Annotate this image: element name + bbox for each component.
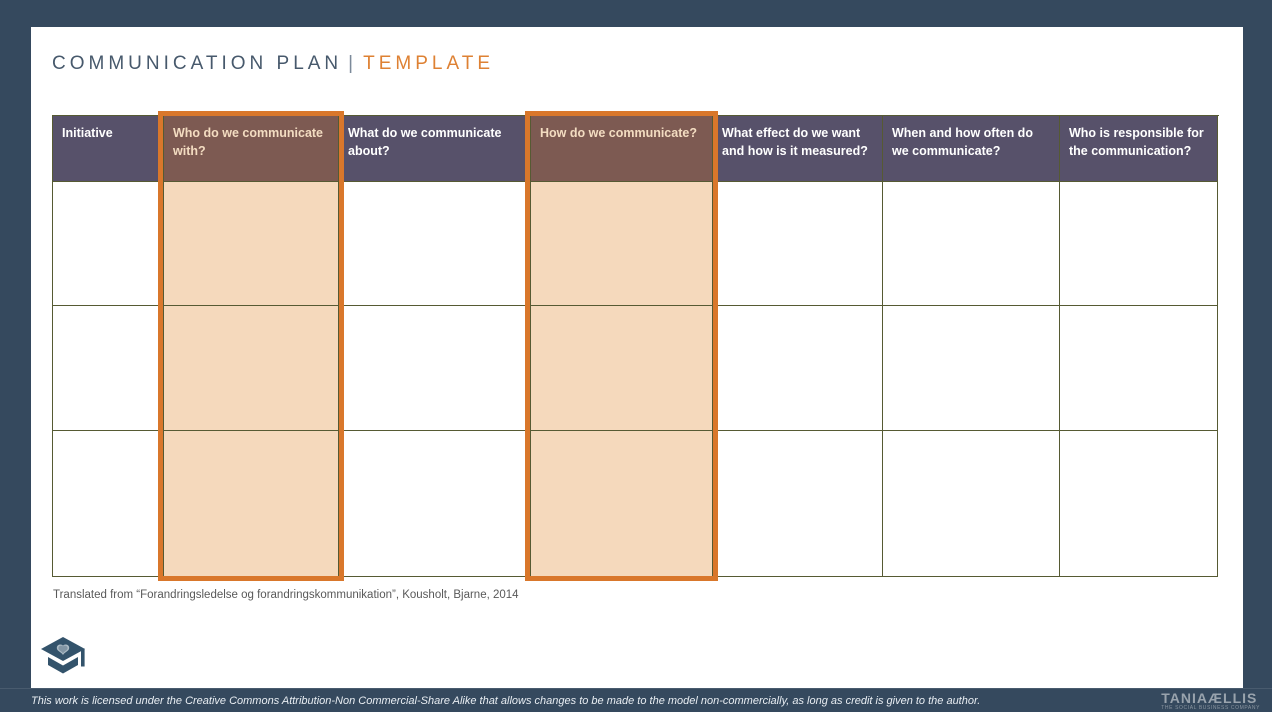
cell-r1-when[interactable] bbox=[883, 182, 1060, 306]
graduation-cap-heart-icon bbox=[41, 637, 85, 674]
communication-plan-table: Initiative Who do we communicate with? W… bbox=[52, 111, 1219, 581]
cell-r2-when[interactable] bbox=[883, 306, 1060, 431]
table-grid: Initiative Who do we communicate with? W… bbox=[52, 115, 1219, 577]
page-title: COMMUNICATION PLAN | TEMPLATE bbox=[52, 53, 494, 75]
cell-r2-responsible[interactable] bbox=[1060, 306, 1218, 431]
brand-name: TANIAÆLLIS bbox=[1161, 689, 1258, 706]
cell-r3-initiative[interactable] bbox=[53, 431, 164, 577]
page-title-accent: TEMPLATE bbox=[363, 53, 494, 74]
brand-logo: TANIAÆLLIS THE SOCIAL BUSINESS COMPANY bbox=[1161, 691, 1264, 711]
header-what-communicate-about: What do we communicate about? bbox=[339, 116, 531, 182]
license-text: This work is licensed under the Creative… bbox=[31, 694, 981, 707]
cell-r3-when[interactable] bbox=[883, 431, 1060, 577]
cell-r1-who[interactable] bbox=[164, 182, 339, 306]
brand-tagline: THE SOCIAL BUSINESS COMPANY bbox=[1161, 704, 1260, 711]
cell-r2-how[interactable] bbox=[531, 306, 713, 431]
cell-r1-what[interactable] bbox=[339, 182, 531, 306]
cell-r2-initiative[interactable] bbox=[53, 306, 164, 431]
cell-r1-initiative[interactable] bbox=[53, 182, 164, 306]
cell-r3-what[interactable] bbox=[339, 431, 531, 577]
header-how-communicate: How do we communicate? bbox=[531, 116, 713, 182]
header-who-communicate-with: Who do we communicate with? bbox=[164, 116, 339, 182]
cell-r3-how[interactable] bbox=[531, 431, 713, 577]
cell-r3-effect[interactable] bbox=[713, 431, 883, 577]
page-title-separator: | bbox=[348, 53, 358, 74]
license-footer-bar: This work is licensed under the Creative… bbox=[0, 688, 1272, 712]
cell-r1-responsible[interactable] bbox=[1060, 182, 1218, 306]
cell-r1-how[interactable] bbox=[531, 182, 713, 306]
cell-r3-responsible[interactable] bbox=[1060, 431, 1218, 577]
cell-r2-effect[interactable] bbox=[713, 306, 883, 431]
cell-r3-who[interactable] bbox=[164, 431, 339, 577]
page-title-main: COMMUNICATION PLAN bbox=[52, 53, 343, 74]
cell-r1-effect[interactable] bbox=[713, 182, 883, 306]
cell-r2-what[interactable] bbox=[339, 306, 531, 431]
header-initiative: Initiative bbox=[53, 116, 164, 182]
header-what-effect: What effect do we want and how is it mea… bbox=[713, 116, 883, 182]
slide-canvas: COMMUNICATION PLAN | TEMPLATE Initiative W… bbox=[31, 27, 1243, 688]
header-when-how-often: When and how often do we communicate? bbox=[883, 116, 1060, 182]
header-who-responsible: Who is responsible for the communication… bbox=[1060, 116, 1218, 182]
source-footnote: Translated from “Forandringsledelse og f… bbox=[53, 589, 519, 601]
cell-r2-who[interactable] bbox=[164, 306, 339, 431]
